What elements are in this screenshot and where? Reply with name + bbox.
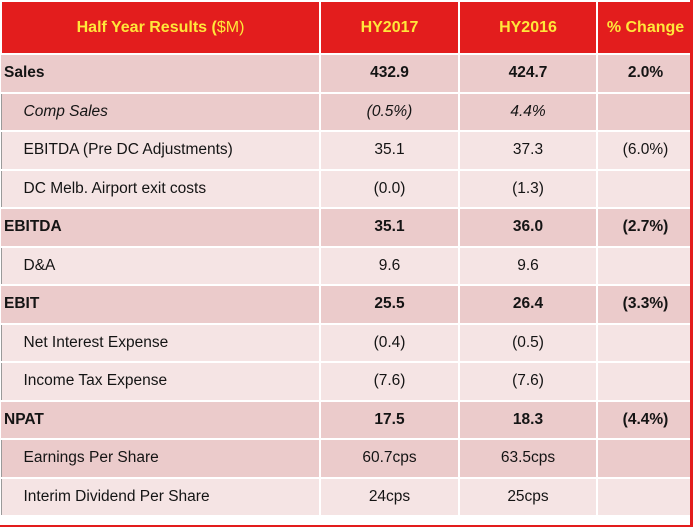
row-change: (3.3%) bbox=[596, 284, 693, 325]
row-hy2017: 25.5 bbox=[319, 284, 460, 325]
row-change: (2.7%) bbox=[596, 207, 693, 248]
header-percent-change: % Change bbox=[596, 0, 693, 55]
header-hy2016: HY2016 bbox=[458, 0, 598, 55]
header-results-label: Half Year Results ($M) bbox=[0, 0, 321, 55]
row-hy2016: 424.7 bbox=[458, 53, 598, 94]
row-hy2017: 35.1 bbox=[319, 207, 460, 248]
row-change bbox=[596, 361, 693, 402]
row-hy2017: 35.1 bbox=[319, 130, 460, 171]
row-hy2016: (1.3) bbox=[458, 168, 598, 209]
table-row: Sales 432.9 424.7 2.0% bbox=[1, 53, 693, 94]
table-row: EBIT 25.5 26.4 (3.3%) bbox=[1, 284, 693, 325]
table-row: EBITDA (Pre DC Adjustments) 35.1 37.3 (6… bbox=[0, 130, 693, 171]
table-row: D&A 9.6 9.6 bbox=[0, 245, 693, 286]
table-header-row: Half Year Results ($M) HY2017 HY2016 % C… bbox=[0, 0, 693, 55]
row-label: Earnings Per Share bbox=[0, 438, 321, 479]
row-label: D&A bbox=[0, 245, 321, 286]
row-hy2017: 60.7cps bbox=[319, 438, 460, 479]
row-label: Income Tax Expense bbox=[0, 361, 321, 402]
row-hy2016: (0.5) bbox=[458, 322, 598, 363]
row-hy2017: (0.0) bbox=[319, 168, 460, 209]
table-row: DC Melb. Airport exit costs (0.0) (1.3) bbox=[0, 168, 693, 209]
table-row: EBITDA 35.1 36.0 (2.7%) bbox=[1, 207, 693, 248]
row-hy2016: 63.5cps bbox=[458, 438, 598, 479]
table-row: Income Tax Expense (7.6) (7.6) bbox=[0, 361, 693, 402]
row-hy2016: 9.6 bbox=[458, 245, 598, 286]
row-hy2017: 17.5 bbox=[319, 399, 460, 440]
row-change bbox=[596, 168, 693, 209]
row-change: (6.0%) bbox=[596, 130, 693, 171]
table-row: NPAT 17.5 18.3 (4.4%) bbox=[1, 399, 693, 440]
row-hy2016: 25cps bbox=[458, 476, 598, 517]
row-label: Interim Dividend Per Share bbox=[0, 476, 321, 517]
row-change: (4.4%) bbox=[596, 399, 693, 440]
row-change bbox=[596, 322, 693, 363]
row-hy2016: 18.3 bbox=[458, 399, 598, 440]
row-hy2017: (0.4) bbox=[319, 322, 460, 363]
table-row: Earnings Per Share 60.7cps 63.5cps bbox=[0, 438, 693, 479]
row-label: DC Melb. Airport exit costs bbox=[0, 168, 321, 209]
header-hy2017: HY2017 bbox=[319, 0, 460, 55]
row-change: 2.0% bbox=[596, 53, 693, 94]
row-change bbox=[596, 245, 693, 286]
row-hy2017: (0.5%) bbox=[319, 91, 460, 132]
row-change bbox=[596, 476, 693, 517]
row-label: EBITDA (Pre DC Adjustments) bbox=[0, 130, 321, 171]
row-hy2016: 26.4 bbox=[458, 284, 598, 325]
row-hy2017: (7.6) bbox=[319, 361, 460, 402]
row-hy2016: 4.4% bbox=[458, 91, 598, 132]
row-change bbox=[596, 438, 693, 479]
table-row: Net Interest Expense (0.4) (0.5) bbox=[0, 322, 693, 363]
row-label: EBITDA bbox=[1, 207, 321, 248]
row-hy2016: 37.3 bbox=[458, 130, 598, 171]
row-hy2017: 24cps bbox=[319, 476, 460, 517]
row-label: Net Interest Expense bbox=[0, 322, 321, 363]
right-border-rule bbox=[690, 0, 693, 527]
table-row: Comp Sales (0.5%) 4.4% bbox=[0, 91, 693, 132]
bottom-border-rule bbox=[0, 525, 693, 527]
row-label: EBIT bbox=[1, 284, 321, 325]
row-hy2016: 36.0 bbox=[458, 207, 598, 248]
row-hy2017: 9.6 bbox=[319, 245, 460, 286]
row-hy2016: (7.6) bbox=[458, 361, 598, 402]
row-label: Sales bbox=[1, 53, 321, 94]
row-change bbox=[596, 91, 693, 132]
row-label: NPAT bbox=[1, 399, 321, 440]
row-hy2017: 432.9 bbox=[319, 53, 460, 94]
row-label: Comp Sales bbox=[0, 91, 321, 132]
table-row: Interim Dividend Per Share 24cps 25cps bbox=[0, 476, 693, 517]
